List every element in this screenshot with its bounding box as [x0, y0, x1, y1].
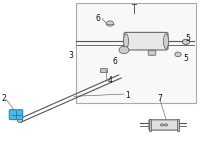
Text: 5: 5 [184, 54, 188, 63]
FancyBboxPatch shape [149, 120, 179, 130]
FancyBboxPatch shape [148, 51, 156, 55]
Text: 3: 3 [69, 51, 73, 60]
Ellipse shape [18, 119, 22, 122]
Text: 2: 2 [2, 94, 6, 103]
Text: 7: 7 [158, 94, 162, 103]
Text: 6: 6 [95, 14, 100, 23]
Text: 1: 1 [126, 91, 130, 100]
FancyBboxPatch shape [124, 32, 168, 50]
Bar [76, 3, 196, 103]
Bar [149, 119, 151, 131]
Circle shape [119, 46, 129, 54]
Text: 4: 4 [108, 76, 112, 85]
Circle shape [182, 39, 190, 45]
FancyBboxPatch shape [9, 110, 23, 120]
Ellipse shape [124, 34, 128, 49]
Circle shape [160, 124, 164, 126]
Bar [177, 119, 179, 131]
Circle shape [164, 124, 168, 126]
Circle shape [175, 52, 181, 57]
Text: 6: 6 [113, 57, 117, 66]
Ellipse shape [164, 34, 168, 49]
FancyBboxPatch shape [100, 69, 108, 72]
Text: 5: 5 [186, 34, 190, 43]
Circle shape [106, 21, 114, 26]
